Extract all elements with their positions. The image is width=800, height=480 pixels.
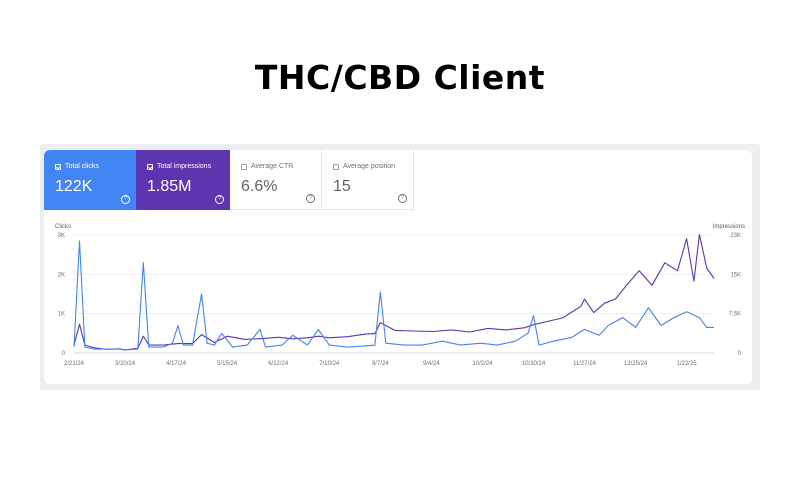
x-tick-label: 10/30/24 — [522, 361, 546, 367]
x-tick-label: 1/22/25 — [677, 361, 698, 367]
metric-total-impressions[interactable]: Total impressions 1.85M ? — [136, 150, 230, 210]
y-right-tick-label: 15K — [730, 272, 741, 278]
y-right-tick-label: 23K — [730, 233, 741, 239]
y-left-tick-label: 3K — [58, 233, 65, 239]
y-left-tick-label: 1K — [58, 312, 65, 318]
metric-average-ctr[interactable]: Average CTR 6.6% ? — [230, 150, 322, 210]
y-left-tick-label: 0 — [62, 351, 66, 357]
performance-card: Total clicks 122K ? Total impressions 1.… — [44, 150, 752, 384]
x-tick-label: 9/4/24 — [423, 361, 440, 367]
metric-label: Average position — [343, 163, 396, 170]
help-icon[interactable]: ? — [121, 195, 130, 204]
metric-label: Average CTR — [251, 163, 294, 170]
x-tick-label: 12/25/24 — [624, 361, 648, 367]
x-tick-label: 11/27/24 — [573, 361, 597, 367]
checkbox-icon[interactable] — [147, 163, 153, 170]
metric-value: 6.6% — [241, 178, 278, 195]
help-icon[interactable]: ? — [398, 194, 407, 203]
x-tick-label: 4/17/24 — [166, 361, 187, 367]
metric-label: Total impressions — [157, 163, 212, 170]
metric-value: 1.85M — [147, 178, 192, 195]
series-line-impressions — [73, 233, 715, 351]
metric-total-clicks[interactable]: Total clicks 122K ? — [44, 150, 136, 210]
metric-value: 15 — [333, 178, 351, 195]
y-left-tick-label: 2K — [58, 272, 65, 278]
y-right-axis-label: Impressions — [713, 224, 745, 230]
x-tick-label: 2/21/24 — [64, 361, 85, 367]
performance-chart: Clicks Impressions 0 0 1K 7.5K 2K 15K 3K 23K 2/2… — [55, 224, 745, 367]
x-tick-label: 10/2/24 — [472, 361, 493, 367]
x-tick-label: 8/7/24 — [372, 361, 389, 367]
y-right-tick-label: 0 — [738, 351, 742, 357]
x-tick-label: 6/12/24 — [268, 361, 289, 367]
metric-average-position[interactable]: Average position 15 ? — [322, 150, 414, 210]
x-tick-label: 3/20/24 — [115, 361, 136, 367]
metric-value: 122K — [55, 178, 93, 195]
x-tick-label: 7/10/24 — [319, 361, 340, 367]
help-icon[interactable]: ? — [215, 195, 224, 204]
help-icon[interactable]: ? — [306, 194, 315, 203]
series-line-clicks — [73, 240, 714, 351]
y-right-tick-label: 7.5K — [729, 312, 741, 318]
checkbox-icon[interactable] — [55, 163, 61, 170]
y-left-axis-label: Clicks — [55, 224, 71, 230]
checkbox-icon[interactable] — [333, 163, 339, 170]
x-tick-label: 5/15/24 — [217, 361, 238, 367]
checkbox-icon[interactable] — [241, 163, 247, 170]
metric-label: Total clicks — [65, 163, 99, 170]
page-title: THC/CBD Client — [254, 58, 546, 97]
